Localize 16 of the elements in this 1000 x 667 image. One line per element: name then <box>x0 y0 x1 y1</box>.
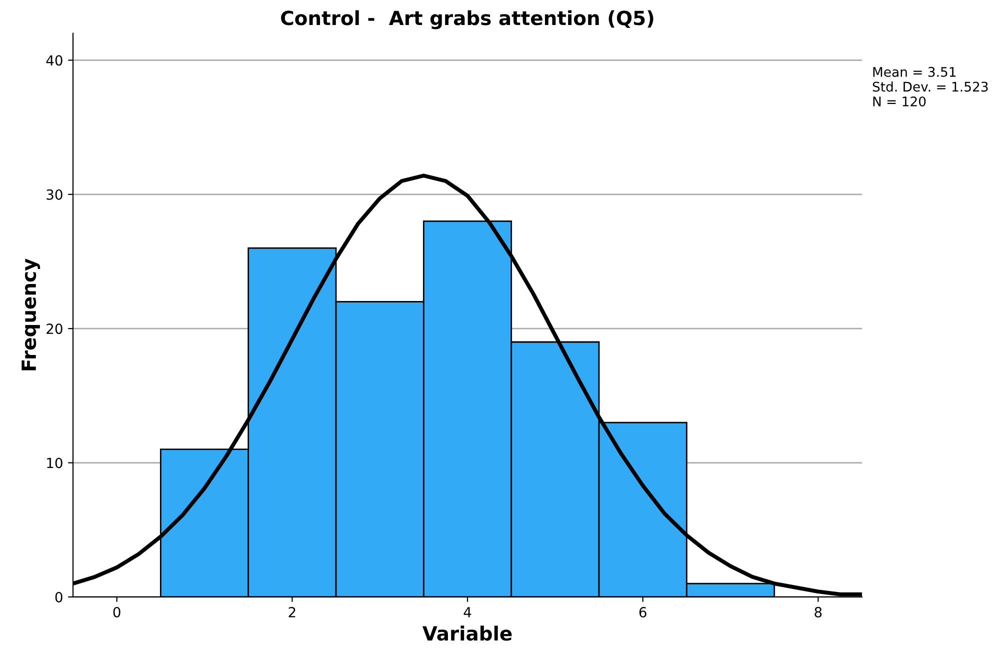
y-tick-label: 40 <box>46 55 62 66</box>
x-tick-label: 4 <box>464 607 472 618</box>
x-axis-title: Variable <box>422 626 512 641</box>
y-tick-label: 10 <box>47 458 62 468</box>
y-axis-title: Frequency <box>22 258 40 370</box>
text: N = 120 <box>873 96 926 106</box>
y-tick-label: 30 <box>46 189 62 200</box>
y-tick-label: 0 <box>55 592 62 602</box>
text: Mean = 3.51 <box>873 66 956 77</box>
x-tick-label: 2 <box>288 606 296 618</box>
chart-title: Control - Art grabs attention (Q5) <box>281 10 654 30</box>
text: Std. Dev. = 1.523 <box>872 81 988 92</box>
x-tick-label: 6 <box>639 606 646 618</box>
x-tick-label: 0 <box>113 606 120 618</box>
x-tick-label: 8 <box>814 606 822 618</box>
y-tick-label: 20 <box>46 324 62 334</box>
